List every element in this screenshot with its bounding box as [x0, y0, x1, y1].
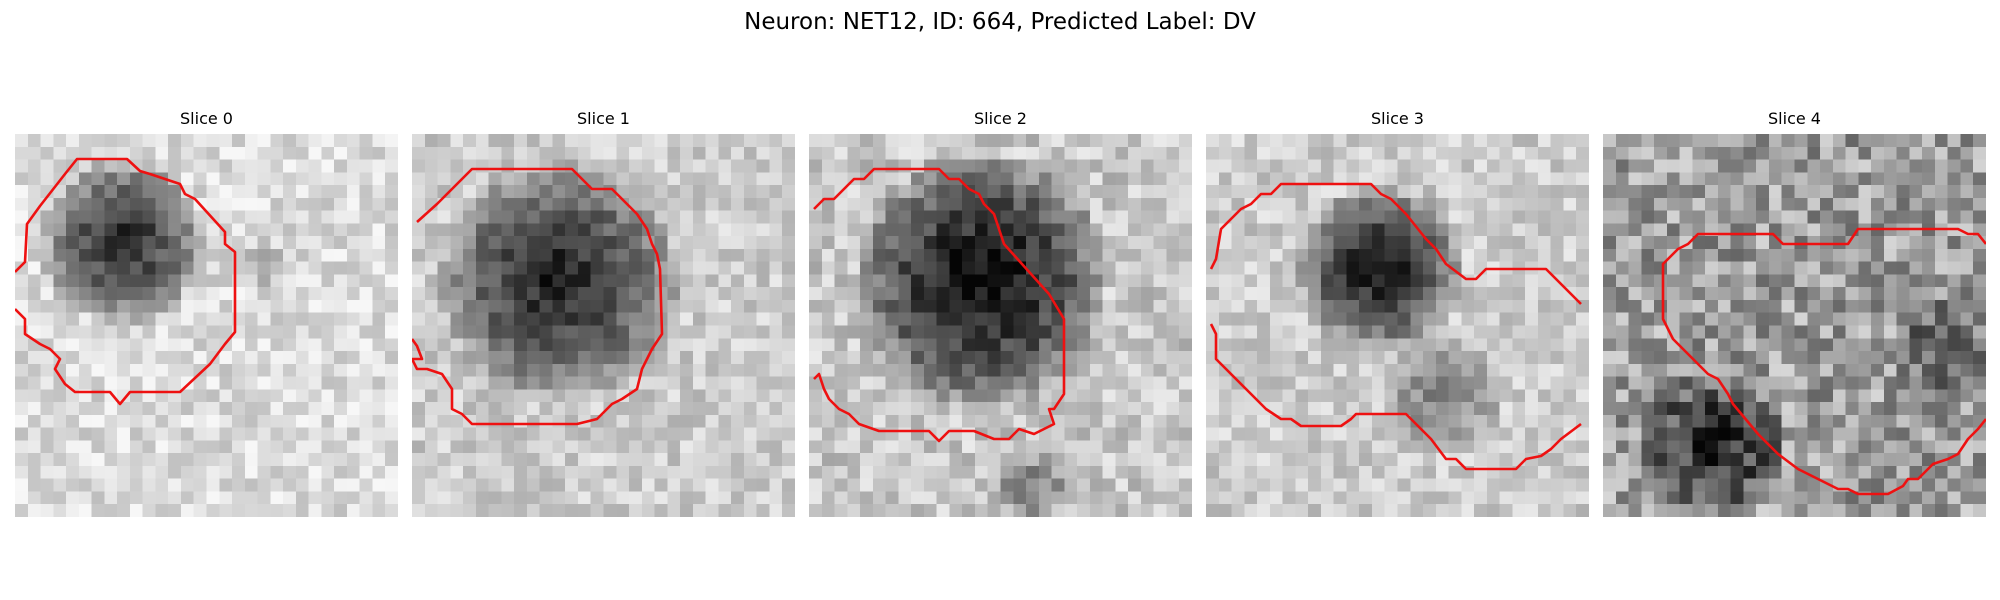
slice-4-contour	[1661, 227, 1986, 496]
slice-1-panel	[412, 134, 795, 517]
slice-2-image	[809, 134, 1192, 517]
slice-2-panel	[809, 134, 1192, 517]
slice-0-image	[15, 134, 398, 517]
slice-1-image	[412, 134, 795, 517]
slice-3-contour-line	[1209, 323, 1582, 471]
slice-4-panel	[1603, 134, 1986, 517]
panel-title-slice-2: Slice 2	[974, 109, 1027, 128]
slice-2-contour-line	[813, 167, 1066, 443]
panel-title-slice-0: Slice 0	[180, 109, 233, 128]
slice-0-panel	[15, 134, 398, 517]
slice-1-contour-line	[412, 167, 664, 426]
slice-2-contour	[813, 167, 1066, 443]
panel-title-slice-4: Slice 4	[1768, 109, 1821, 128]
slice-1-contour	[412, 167, 664, 426]
slice-4-contour-line	[1661, 227, 1986, 496]
slice-3-contour	[1209, 182, 1582, 471]
slice-3-contour-line	[1209, 182, 1582, 305]
slice-3-panel	[1206, 134, 1589, 517]
slice-3-image	[1206, 134, 1589, 517]
figure-title: Neuron: NET12, ID: 664, Predicted Label:…	[744, 9, 1256, 35]
panel-title-slice-1: Slice 1	[577, 109, 630, 128]
panel-title-slice-3: Slice 3	[1371, 109, 1424, 128]
slice-0-contour-line	[15, 157, 237, 406]
slice-0-contour	[15, 157, 237, 406]
